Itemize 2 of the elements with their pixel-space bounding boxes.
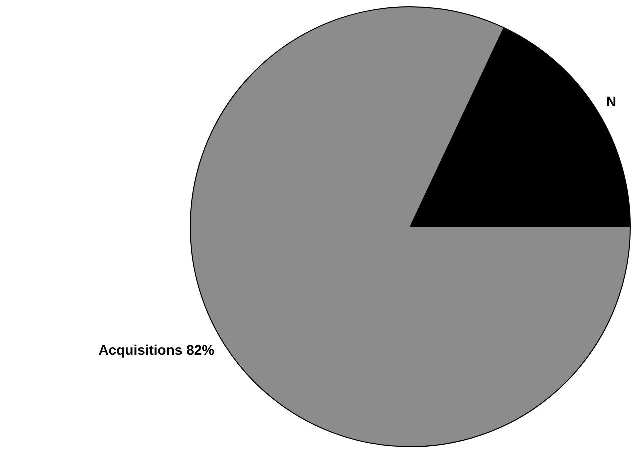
slice-label: N [606, 94, 617, 110]
slice-label: Acquisitions 82% [98, 342, 216, 358]
